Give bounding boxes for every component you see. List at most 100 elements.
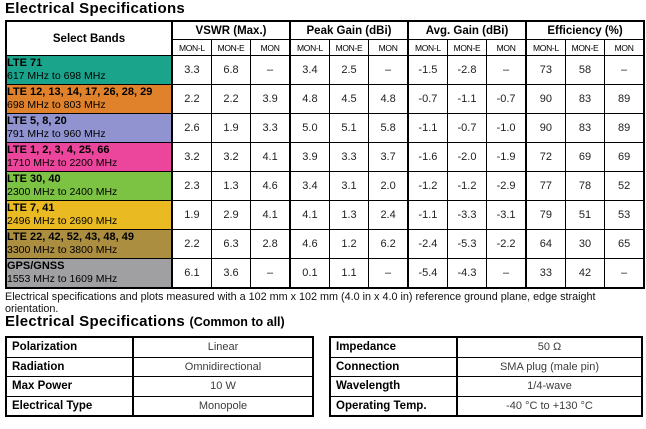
value-cell: 3.7 (368, 142, 409, 172)
spec-value: Linear (132, 336, 314, 358)
band-frequency-range: 1710 MHz to 2200 MHz (7, 157, 118, 169)
value-cell: -2.9 (486, 171, 527, 201)
measurement-footnote: Electrical specifications and plots meas… (5, 291, 596, 315)
band-frequency-range: 617 MHz to 698 MHz (7, 70, 106, 82)
value-cell: 3.1 (328, 171, 370, 201)
group-header-2: Peak Gain (dBi) (289, 20, 409, 40)
value-cell: -1.1 (406, 113, 448, 143)
spec-value: 10 W (132, 376, 314, 397)
value-cell: 52 (604, 171, 645, 201)
value-cell: 2.9 (210, 200, 252, 230)
value-cell: 5.8 (368, 113, 409, 143)
value-cell: 1.9 (210, 113, 252, 143)
value-cell: 4.6 (289, 229, 330, 259)
spec-label: Max Power (5, 376, 134, 397)
value-cell: -3.3 (446, 200, 488, 230)
value-cell: -5.3 (446, 229, 488, 259)
value-cell: 89 (604, 84, 645, 114)
common-specs-title-suffix: (Common to all) (189, 315, 285, 329)
value-cell: 77 (525, 171, 566, 201)
value-cell: 73 (525, 55, 566, 85)
sub-header: MON-E (446, 39, 488, 56)
value-cell: 4.8 (289, 84, 330, 114)
band-frequency-range: 3300 MHz to 3800 MHz (7, 244, 118, 256)
sub-header: MON (486, 39, 527, 56)
spec-value: 50 Ω (456, 336, 643, 358)
value-cell: – (250, 258, 291, 289)
value-cell: – (486, 55, 527, 85)
table-row: LTE 22, 42, 52, 43, 48, 49 3300 MHz to 38… (5, 229, 645, 259)
value-cell: 79 (525, 200, 566, 230)
band-cell: LTE 12, 13, 14, 17, 26, 28, 29 698 MHz to… (5, 84, 173, 114)
value-cell: 4.1 (250, 200, 291, 230)
value-cell: 2.3 (170, 171, 212, 201)
value-cell: -2.8 (446, 55, 488, 85)
band-cell: GPS/GNSS 1553 MHz to 1609 MHz (5, 258, 173, 289)
value-cell: 1.2 (328, 229, 370, 259)
band-name: LTE 30, 40 (7, 173, 61, 185)
band-name: LTE 5, 8, 20 (7, 115, 67, 127)
value-cell: 2.2 (170, 229, 212, 259)
band-cell: LTE 1, 2, 3, 4, 25, 66 1710 MHz to 2200 M… (5, 142, 173, 172)
electrical-specs-table: Select Bands VSWR (Max.) Peak Gain (dBi) Av… (5, 20, 646, 289)
value-cell: 83 (564, 84, 606, 114)
value-cell: 33 (525, 258, 566, 289)
value-cell: – (250, 55, 291, 85)
common-specs-title: Electrical Specifications (Common to all… (5, 312, 285, 332)
value-cell: 1.1 (328, 258, 370, 289)
select-bands-header: Select Bands (5, 20, 173, 56)
value-cell: 3.4 (289, 55, 330, 85)
table-row: Polarization Linear (5, 336, 314, 358)
table-row: LTE 7, 41 2496 MHz to 2690 MHz 1.9 2.9 4.1 4.… (5, 200, 645, 230)
value-cell: – (486, 258, 527, 289)
sub-header: MON-E (328, 39, 370, 56)
spec-label: Impedance (329, 336, 458, 358)
band-name: GPS/GNSS (7, 260, 65, 272)
sub-header: MON (604, 39, 645, 56)
value-cell: -2.4 (406, 229, 448, 259)
band-frequency-range: 1553 MHz to 1609 MHz (7, 273, 118, 285)
sub-header: MON-L (289, 39, 330, 56)
sub-header: MON-L (406, 39, 448, 56)
value-cell: 51 (564, 200, 606, 230)
group-header-1: VSWR (Max.) (170, 20, 291, 40)
table-row: LTE 30, 40 2300 MHz to 2400 MHz 2.3 1.3 4.6 3… (5, 171, 645, 201)
value-cell: 4.5 (328, 84, 370, 114)
table-row: LTE 71 617 MHz to 698 MHz 3.3 6.8–3.4 2.5– -1… (5, 55, 645, 85)
value-cell: 2.8 (250, 229, 291, 259)
value-cell: 6.8 (210, 55, 252, 85)
value-cell: – (604, 258, 645, 289)
sub-header: MON-E (210, 39, 252, 56)
spec-label: Operating Temp. (329, 395, 458, 417)
value-cell: -1.6 (406, 142, 448, 172)
value-cell: 69 (564, 142, 606, 172)
band-frequency-range: 698 MHz to 803 MHz (7, 99, 106, 111)
value-cell: -1.0 (486, 113, 527, 143)
table-row: Radiation Omnidirectional (5, 356, 314, 377)
band-name: LTE 71 (7, 57, 43, 69)
value-cell: 3.3 (170, 55, 212, 85)
value-cell: 4.8 (368, 84, 409, 114)
band-cell: LTE 71 617 MHz to 698 MHz (5, 55, 173, 85)
band-cell: LTE 22, 42, 52, 43, 48, 49 3300 MHz to 38… (5, 229, 173, 259)
group-header-3: Avg. Gain (dBi) (406, 20, 527, 40)
band-frequency-range: 791 MHz to 960 MHz (7, 128, 106, 140)
common-specs-title-main: Electrical Specifications (5, 313, 186, 330)
value-cell: 69 (604, 142, 645, 172)
table-row: Connection SMA plug (male pin) (329, 356, 643, 377)
value-cell: 5.1 (328, 113, 370, 143)
band-name: LTE 7, 41 (7, 202, 55, 214)
value-cell: -4.3 (446, 258, 488, 289)
value-cell: 4.1 (250, 142, 291, 172)
table-row: Max Power 10 W (5, 376, 314, 397)
value-cell: -1.9 (486, 142, 527, 172)
table-row: LTE 1, 2, 3, 4, 25, 66 1710 MHz to 2200 M… (5, 142, 645, 172)
value-cell: 2.6 (170, 113, 212, 143)
value-cell: 2.2 (170, 84, 212, 114)
band-frequency-range: 2496 MHz to 2690 MHz (7, 215, 118, 227)
sub-header: MON (250, 39, 291, 56)
spec-value: -40 °C to +130 °C (456, 395, 643, 417)
value-cell: – (368, 258, 409, 289)
value-cell: 4.1 (289, 200, 330, 230)
